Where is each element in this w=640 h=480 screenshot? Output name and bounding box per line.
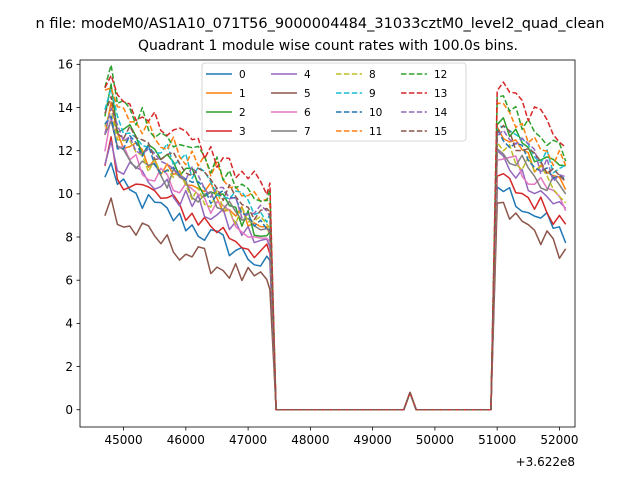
x-tick-label: 50000 xyxy=(416,433,454,447)
y-tick-label: 0 xyxy=(65,403,73,417)
x-tick-label: 48000 xyxy=(291,433,329,447)
y-tick-label: 8 xyxy=(65,230,73,244)
legend-item-2: 2 xyxy=(206,107,246,119)
chart-title: Quadrant 1 module wise count rates with … xyxy=(138,38,518,54)
series-line-4 xyxy=(104,140,567,411)
y-tick-label: 14 xyxy=(58,101,73,115)
legend-label: 12 xyxy=(434,69,447,81)
series-line-15 xyxy=(104,95,567,411)
legend-item-3: 3 xyxy=(206,126,246,138)
y-tick-label: 10 xyxy=(58,187,73,201)
legend-label: 10 xyxy=(369,107,382,119)
legend-label: 1 xyxy=(239,88,246,100)
figure-suptitle: n file: modeM0/AS1A10_071T56_9000004484_… xyxy=(36,16,605,32)
x-tick-label: 46000 xyxy=(167,433,205,447)
legend-label: 11 xyxy=(369,126,382,138)
x-tick-label: 45000 xyxy=(104,433,142,447)
legend-label: 14 xyxy=(434,107,448,119)
x-tick-label: 47000 xyxy=(229,433,267,447)
x-tick-label: 52000 xyxy=(540,433,578,447)
legend-label: 5 xyxy=(304,88,311,100)
legend-item-14: 14 xyxy=(401,107,448,119)
legend-item-6: 6 xyxy=(271,107,311,119)
legend-item-4: 4 xyxy=(271,69,311,81)
series-line-12 xyxy=(104,64,567,411)
legend-item-1: 1 xyxy=(206,88,246,100)
legend-label: 9 xyxy=(369,88,376,100)
legend-box xyxy=(201,62,467,142)
y-tick-label: 16 xyxy=(58,58,73,72)
series-line-7 xyxy=(104,120,567,411)
x-offset-label: +3.622e8 xyxy=(516,455,575,469)
legend-label: 6 xyxy=(304,107,311,119)
series-line-11 xyxy=(104,87,567,411)
legend-item-7: 7 xyxy=(271,126,311,138)
x-tick-label: 51000 xyxy=(478,433,516,447)
legend-label: 4 xyxy=(304,69,311,81)
series-line-8 xyxy=(104,107,567,411)
y-tick-label: 2 xyxy=(65,360,73,374)
y-tick-label: 6 xyxy=(65,274,73,288)
legend-item-5: 5 xyxy=(271,88,311,100)
legend-item-11: 11 xyxy=(336,126,382,138)
x-tick-label: 49000 xyxy=(354,433,392,447)
legend-label: 7 xyxy=(304,126,311,138)
legend-label: 15 xyxy=(434,126,447,138)
legend-item-13: 13 xyxy=(401,88,447,100)
series-line-2 xyxy=(104,83,566,411)
legend-item-9: 9 xyxy=(336,88,376,100)
series-line-3 xyxy=(104,136,567,411)
legend-item-10: 10 xyxy=(336,107,382,119)
series-line-5 xyxy=(104,197,567,411)
legend-item-15: 15 xyxy=(401,126,447,138)
legend-label: 13 xyxy=(434,88,447,100)
axes: 45000 46000 47000 48000 49000 50000 51000 52000… xyxy=(58,58,579,447)
legend-item-12: 12 xyxy=(401,69,447,81)
legend-label: 8 xyxy=(369,69,376,81)
series-line-0 xyxy=(104,162,567,411)
legend-item-8: 8 xyxy=(336,69,376,81)
axes-frame xyxy=(79,59,576,428)
legend-label: 0 xyxy=(239,69,246,81)
legend-item-0: 0 xyxy=(206,69,246,81)
y-tick-label: 12 xyxy=(58,144,73,158)
legend-label: 2 xyxy=(239,107,246,119)
legend-label: 3 xyxy=(239,126,246,138)
series-line-13 xyxy=(104,74,567,411)
y-tick-label: 4 xyxy=(65,317,73,331)
